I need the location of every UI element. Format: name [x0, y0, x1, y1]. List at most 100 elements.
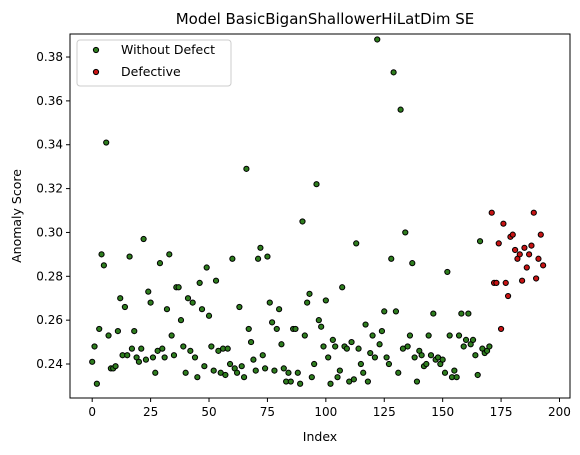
point-without-defect-127 — [385, 360, 393, 368]
point-without-defect-163 — [469, 336, 477, 343]
point-without-defect-70 — [252, 367, 259, 374]
point-without-defect-78 — [271, 367, 278, 374]
point-without-defect-118 — [364, 378, 371, 385]
point-without-defect-158 — [458, 310, 465, 317]
point-without-defect-132 — [397, 106, 404, 113]
point-without-defect-75 — [264, 253, 271, 260]
point-without-defect-10 — [112, 363, 119, 370]
point-without-defect-143 — [423, 360, 430, 368]
point-without-defect-100 — [322, 297, 329, 304]
x-tick-label-175: 175 — [490, 405, 513, 419]
point-defective-13 — [519, 277, 526, 284]
point-defective-7 — [504, 292, 512, 300]
point-without-defect-11 — [114, 328, 122, 335]
point-without-defect-121 — [371, 354, 379, 361]
point-without-defect-106 — [336, 367, 343, 374]
y-tick-label-0.32: 0.32 — [36, 182, 63, 196]
x-tick-label-50: 50 — [201, 405, 216, 419]
point-without-defect-51 — [208, 343, 215, 350]
point-without-defect-105 — [334, 374, 341, 381]
point-without-defect-24 — [145, 288, 152, 295]
point-without-defect-45 — [194, 374, 201, 381]
point-without-defect-153 — [446, 332, 453, 339]
point-without-defect-126 — [383, 354, 390, 361]
point-without-defect-17 — [128, 345, 136, 352]
point-defective-20 — [535, 255, 542, 262]
point-without-defect-101 — [325, 354, 332, 361]
y-axis-label: Anomaly Score — [9, 169, 24, 263]
point-without-defect-146 — [430, 310, 437, 317]
point-without-defect-137 — [409, 260, 416, 267]
point-without-defect-128 — [388, 255, 395, 262]
point-without-defect-3 — [96, 325, 103, 333]
point-without-defect-16 — [126, 253, 133, 260]
point-without-defect-123 — [376, 341, 383, 348]
legend: Without Defect Defective — [76, 39, 232, 87]
point-defective-3 — [495, 240, 502, 247]
point-defective-4 — [497, 325, 505, 333]
point-without-defect-14 — [121, 303, 129, 311]
point-without-defect-26 — [149, 354, 157, 361]
point-without-defect-84 — [285, 369, 292, 376]
point-without-defect-117 — [362, 321, 369, 328]
y-tick-label-0.26: 0.26 — [36, 313, 63, 327]
point-defective-6 — [502, 279, 509, 286]
point-without-defect-48 — [201, 363, 208, 370]
point-without-defect-58 — [224, 345, 231, 352]
point-without-defect-38 — [177, 317, 185, 324]
point-without-defect-109 — [343, 345, 350, 352]
point-without-defect-67 — [245, 325, 252, 333]
point-without-defect-114 — [355, 345, 362, 352]
point-without-defect-50 — [205, 312, 213, 319]
point-without-defect-12 — [117, 295, 124, 302]
point-without-defect-113 — [353, 240, 360, 247]
point-defective-10 — [511, 246, 519, 254]
point-defective-5 — [500, 220, 507, 227]
point-without-defect-25 — [147, 299, 154, 306]
point-without-defect-104 — [332, 343, 339, 350]
point-defective-12 — [516, 251, 523, 258]
y-tick-label-0.30: 0.30 — [36, 225, 63, 239]
x-tick-label-25: 25 — [143, 405, 158, 419]
x-tick-label-75: 75 — [260, 405, 275, 419]
legend-marker-defective — [92, 68, 100, 76]
point-without-defect-0 — [89, 358, 96, 365]
point-without-defect-47 — [198, 306, 206, 313]
point-without-defect-27 — [152, 369, 159, 376]
point-defective-9 — [509, 231, 516, 238]
x-axis-label: Index — [303, 429, 337, 444]
point-without-defect-120 — [369, 332, 376, 339]
point-without-defect-71 — [254, 255, 262, 262]
y-axis-ticks: 0.24 0.26 0.28 0.30 0.32 0.34 0.36 0.38 — [36, 50, 70, 371]
point-without-defect-23 — [142, 356, 150, 363]
chart-title: Model BasicBiganShallowerHiLatDim SE — [176, 10, 475, 28]
y-tick-label-0.34: 0.34 — [36, 138, 63, 152]
point-without-defect-37 — [175, 284, 182, 291]
point-without-defect-138 — [411, 354, 418, 361]
point-without-defect-131 — [395, 369, 402, 376]
point-without-defect-119 — [367, 349, 374, 357]
point-without-defect-59 — [226, 360, 234, 368]
point-without-defect-43 — [189, 299, 196, 306]
point-without-defect-46 — [196, 279, 203, 286]
point-without-defect-130 — [392, 308, 400, 315]
point-without-defect-30 — [159, 345, 166, 352]
point-without-defect-34 — [168, 332, 175, 339]
point-without-defect-150 — [439, 356, 446, 363]
point-without-defect-85 — [287, 378, 294, 385]
point-without-defect-103 — [329, 336, 336, 343]
point-without-defect-33 — [166, 251, 173, 258]
point-without-defect-87 — [292, 325, 299, 333]
point-without-defect-170 — [486, 343, 493, 350]
y-tick-label-0.36: 0.36 — [36, 94, 63, 108]
point-without-defect-159 — [460, 343, 467, 350]
plot-frame — [69, 33, 571, 399]
point-without-defect-7 — [105, 332, 112, 339]
point-without-defect-21 — [138, 345, 145, 352]
legend-marker-without-defect — [92, 46, 100, 54]
legend-box — [76, 39, 232, 87]
point-without-defect-155 — [451, 367, 458, 374]
x-tick-label-200: 200 — [548, 405, 571, 419]
x-axis-ticks: 0 25 50 75 100 125 150 175 200 — [88, 398, 571, 419]
